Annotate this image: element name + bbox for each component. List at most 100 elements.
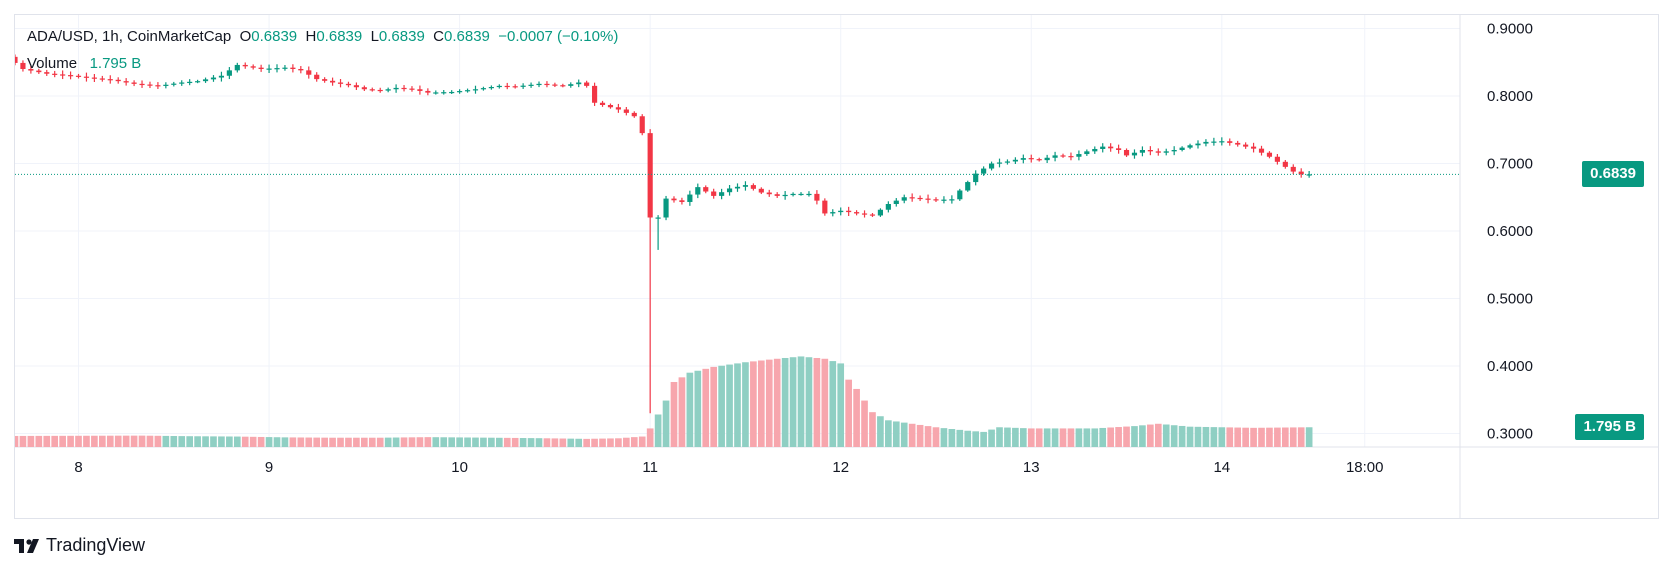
volume-bar xyxy=(1147,424,1154,447)
candle-body xyxy=(639,116,645,134)
candle-body xyxy=(520,85,526,87)
candle-body xyxy=(1060,155,1066,157)
volume-bar xyxy=(678,377,686,447)
candle-body xyxy=(1306,174,1312,176)
candle-body xyxy=(488,87,494,89)
candle-body xyxy=(1211,141,1217,143)
volume-bar xyxy=(726,364,733,447)
volume-bar xyxy=(83,435,90,447)
candle-body xyxy=(782,194,788,197)
volume-bar xyxy=(59,435,66,447)
volume-bar xyxy=(1099,427,1107,447)
candle-body xyxy=(210,77,217,80)
candle-body xyxy=(719,192,725,196)
volume-label[interactable]: Volume xyxy=(27,55,78,72)
volume-bar xyxy=(837,363,845,447)
candle-body xyxy=(457,91,463,93)
volume-bar xyxy=(662,400,670,447)
volume-bar xyxy=(861,400,868,447)
last-price-tag: 0.6839 xyxy=(1582,161,1644,188)
candle-body xyxy=(171,83,177,85)
candle-body xyxy=(472,89,479,91)
candle-body xyxy=(965,182,971,191)
volume-bar xyxy=(1274,427,1281,447)
candle-body xyxy=(202,79,209,82)
chart-panel[interactable]: 0.9000 0.8000 0.7000 0.6000 0.5000 0.4000 0.30… xyxy=(14,14,1659,519)
x-tick-label: 12 xyxy=(832,459,849,476)
volume-bar xyxy=(194,436,201,447)
volume-bar xyxy=(630,437,638,447)
volume-bar xyxy=(623,437,630,447)
volume-bar xyxy=(559,438,567,447)
volume-bar xyxy=(106,435,114,447)
low-label: L xyxy=(370,28,379,45)
volume-bar xyxy=(297,437,305,447)
y-tick-label: 0.9000 xyxy=(1487,21,1533,38)
volume-bar xyxy=(972,431,980,447)
candle-body xyxy=(623,109,629,113)
volume-bar xyxy=(1162,424,1170,447)
candle-body xyxy=(1179,147,1185,150)
volume-bar xyxy=(702,368,710,447)
volume-bar xyxy=(980,431,987,447)
volume-bar xyxy=(1019,428,1027,447)
volume-bar xyxy=(35,435,43,447)
volume-bar xyxy=(432,437,440,447)
volume-bar xyxy=(734,363,741,447)
volume-bar xyxy=(924,426,932,447)
volume-bar xyxy=(948,429,956,447)
candle-body xyxy=(631,112,637,117)
volume-bar xyxy=(940,428,948,447)
y-tick-label: 0.8000 xyxy=(1487,88,1533,105)
volume-bar xyxy=(543,438,551,447)
price-chart[interactable]: 0.9000 0.8000 0.7000 0.6000 0.5000 0.4000 0.30… xyxy=(15,15,1659,519)
volume-bar xyxy=(1131,426,1138,447)
volume-bar xyxy=(853,388,860,447)
candle-body xyxy=(258,67,264,69)
candle-body xyxy=(504,85,510,88)
volume-bar xyxy=(877,416,884,447)
candle-body xyxy=(703,187,709,192)
volume-bar xyxy=(345,437,352,447)
volume-bar xyxy=(535,438,543,447)
symbol-label[interactable]: ADA/USD, 1h, CoinMarketCap xyxy=(27,28,232,45)
x-tick-label: 18:00 xyxy=(1346,459,1384,476)
candle-body xyxy=(750,185,756,189)
tradingview-logo[interactable]: TradingView xyxy=(14,535,145,556)
volume-bar xyxy=(162,435,170,447)
tradingview-icon xyxy=(14,538,39,553)
volume-bar xyxy=(75,435,82,447)
candle-body xyxy=(901,197,907,201)
candle-body xyxy=(290,67,296,69)
volume-bar xyxy=(440,437,448,447)
candle-body xyxy=(1076,154,1082,157)
candle-body xyxy=(758,188,764,193)
candle-body xyxy=(1020,158,1026,160)
candle-body xyxy=(1282,161,1288,167)
candle-body xyxy=(742,185,749,187)
volume-bar xyxy=(392,437,400,447)
candle-body xyxy=(1227,141,1233,143)
candle-body xyxy=(1044,157,1050,161)
candle-body xyxy=(99,78,105,80)
volume-bar xyxy=(829,361,837,447)
candle-body xyxy=(369,89,375,91)
candle-body xyxy=(885,204,891,210)
candle-body xyxy=(798,193,804,196)
volume-bar xyxy=(91,435,98,447)
volume-bar xyxy=(400,437,408,447)
candle-body xyxy=(234,64,240,71)
candle-body xyxy=(361,87,367,90)
volume-bar xyxy=(472,437,479,447)
low-value: 0.6839 xyxy=(378,28,425,45)
volume-bar xyxy=(202,436,209,447)
candle-body xyxy=(536,83,542,86)
candle-body xyxy=(1012,159,1018,162)
candle-body xyxy=(1028,158,1034,160)
volume-bar xyxy=(1067,428,1075,447)
volume-bar xyxy=(281,437,289,447)
candle-body xyxy=(1243,144,1249,147)
volume-bar xyxy=(51,435,59,447)
candle-body xyxy=(91,77,97,79)
candle-body xyxy=(163,84,169,86)
